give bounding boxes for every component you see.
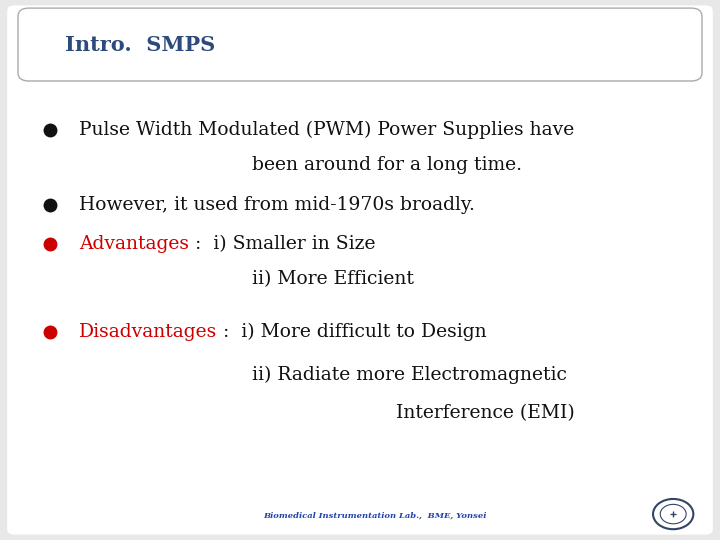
FancyBboxPatch shape bbox=[18, 8, 702, 81]
Text: Interference (EMI): Interference (EMI) bbox=[396, 404, 575, 422]
Text: Intro.  SMPS: Intro. SMPS bbox=[65, 35, 215, 55]
FancyBboxPatch shape bbox=[7, 5, 713, 535]
Text: been around for a long time.: been around for a long time. bbox=[252, 156, 522, 174]
Text: However, it used from mid-1970s broadly.: However, it used from mid-1970s broadly. bbox=[79, 196, 475, 214]
Text: Pulse Width Modulated (PWM) Power Supplies have: Pulse Width Modulated (PWM) Power Suppli… bbox=[79, 120, 575, 139]
Text: ii) Radiate more Electromagnetic: ii) Radiate more Electromagnetic bbox=[252, 366, 567, 384]
Text: Advantages: Advantages bbox=[79, 235, 189, 253]
Text: :  i) Smaller in Size: : i) Smaller in Size bbox=[189, 235, 376, 253]
Text: :  i) More difficult to Design: : i) More difficult to Design bbox=[217, 323, 487, 341]
Text: ii) More Efficient: ii) More Efficient bbox=[252, 270, 414, 288]
Text: Biomedical Instrumentation Lab.,  BME, Yonsei: Biomedical Instrumentation Lab., BME, Yo… bbox=[263, 512, 486, 519]
Text: Disadvantages: Disadvantages bbox=[79, 323, 217, 341]
